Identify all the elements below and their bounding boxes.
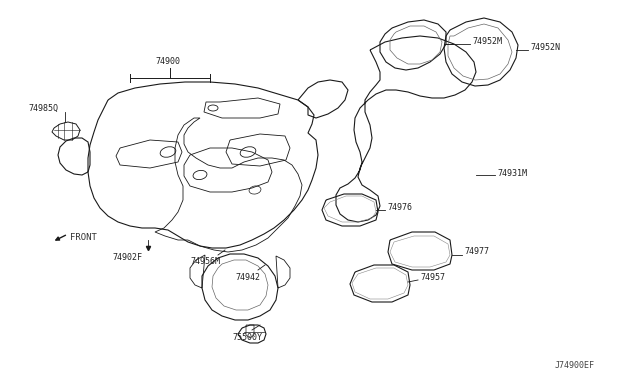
Text: 74952N: 74952N xyxy=(530,44,560,52)
Text: 74902F: 74902F xyxy=(112,253,142,263)
Text: 74956M: 74956M xyxy=(190,257,220,266)
Text: FRONT: FRONT xyxy=(70,234,97,243)
Text: 74952M: 74952M xyxy=(472,38,502,46)
Text: 75500Y: 75500Y xyxy=(232,334,262,343)
Text: 74931M: 74931M xyxy=(497,169,527,177)
Text: 74957: 74957 xyxy=(420,273,445,282)
Text: 74900: 74900 xyxy=(155,58,180,67)
Text: 74976: 74976 xyxy=(387,202,412,212)
Text: 74977: 74977 xyxy=(464,247,489,257)
Text: J74900EF: J74900EF xyxy=(555,362,595,371)
Text: 74942: 74942 xyxy=(235,273,260,282)
Text: 74985Q: 74985Q xyxy=(28,103,58,112)
